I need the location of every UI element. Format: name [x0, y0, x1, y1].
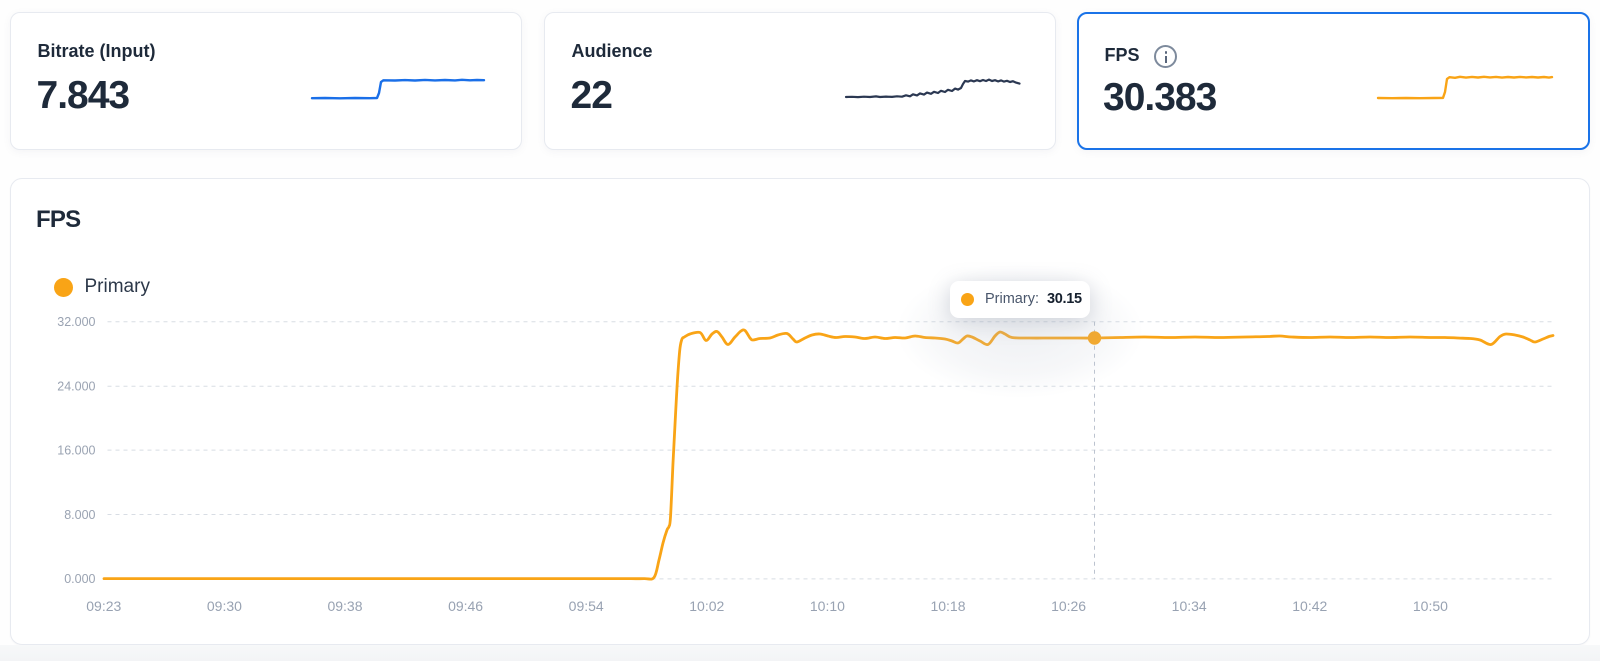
- svg-text:10:02: 10:02: [689, 598, 724, 614]
- svg-text:09:54: 09:54: [569, 598, 604, 614]
- svg-text:10:18: 10:18: [930, 598, 965, 614]
- svg-text:0.000: 0.000: [64, 572, 95, 586]
- svg-text:09:46: 09:46: [448, 598, 483, 614]
- svg-text:10:34: 10:34: [1172, 598, 1207, 614]
- svg-text:09:30: 09:30: [207, 598, 242, 614]
- svg-text:10:26: 10:26: [1051, 598, 1086, 614]
- svg-text:10:10: 10:10: [810, 598, 845, 614]
- svg-text:10:50: 10:50: [1413, 598, 1448, 614]
- svg-text:16.000: 16.000: [57, 444, 95, 458]
- svg-text:10:42: 10:42: [1292, 598, 1327, 614]
- svg-text:24.000: 24.000: [57, 380, 95, 394]
- svg-text:32.000: 32.000: [57, 315, 95, 329]
- svg-text:09:23: 09:23: [86, 598, 121, 614]
- svg-text:09:38: 09:38: [327, 598, 362, 614]
- svg-text:8.000: 8.000: [64, 508, 95, 522]
